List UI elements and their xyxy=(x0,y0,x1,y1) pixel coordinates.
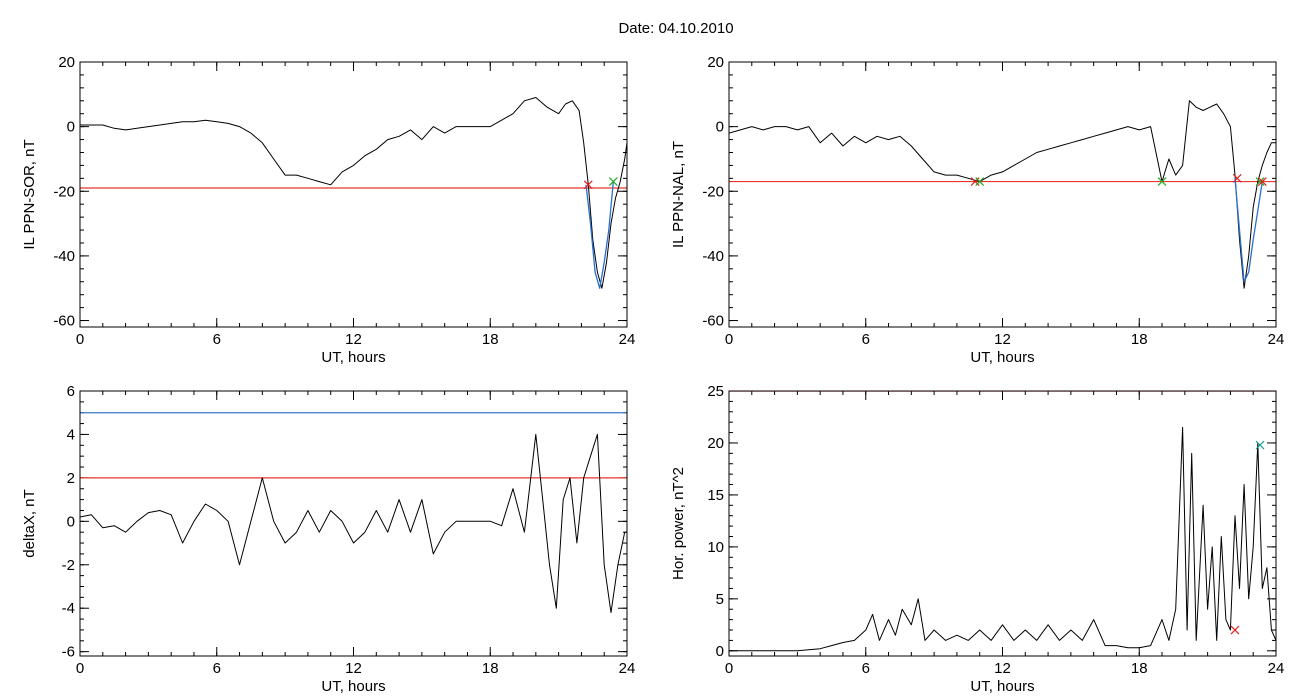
data-marker xyxy=(1255,177,1265,186)
series-line xyxy=(80,433,627,614)
marker-stroke xyxy=(1257,177,1267,186)
x-tick-label: 18 xyxy=(482,660,499,677)
y-tick-label: 6 xyxy=(67,383,75,400)
y-tick-label: -40 xyxy=(702,248,724,265)
x-tick-label: 12 xyxy=(345,331,362,348)
plot-content xyxy=(729,100,1276,289)
x-tick-label: 0 xyxy=(725,660,733,677)
x-tick-label: 0 xyxy=(725,331,733,348)
x-tick-label: 6 xyxy=(862,660,870,677)
marker-stroke xyxy=(1230,625,1240,635)
series-line-overlay xyxy=(585,181,614,289)
y-tick-label: 0 xyxy=(716,643,724,660)
y-axis-label: Hor. power, nT^2 xyxy=(670,467,687,580)
x-tick-label: 18 xyxy=(482,331,499,348)
series-line xyxy=(729,100,1276,289)
y-tick-label: -6 xyxy=(62,644,75,661)
marker-stroke xyxy=(583,180,593,190)
data-marker xyxy=(975,177,985,186)
x-axis-label: UT, hours xyxy=(321,349,385,366)
marker-stroke xyxy=(1255,177,1265,186)
marker-stroke xyxy=(1157,177,1167,186)
data-marker xyxy=(1230,625,1240,635)
marker-stroke xyxy=(1255,440,1265,450)
x-tick-label: 0 xyxy=(76,660,84,677)
chart-panel-bottom-right: 0 6 12 18 24 0 5 10 15 20 25 UT, hours Hor. power, n… xyxy=(670,383,1284,695)
x-tick-label: 6 xyxy=(862,331,870,348)
y-tick-label: 5 xyxy=(716,591,724,608)
y-tick-label: -60 xyxy=(53,313,75,330)
y-tick-label: 15 xyxy=(707,487,724,504)
data-marker xyxy=(608,177,618,186)
x-axis-label: UT, hours xyxy=(970,349,1034,366)
y-tick-label: -2 xyxy=(62,557,75,574)
x-tick-label: 12 xyxy=(994,331,1011,348)
figure-title: Date: 04.10.2010 xyxy=(618,20,733,37)
data-marker xyxy=(1255,440,1265,450)
y-tick-label: 20 xyxy=(707,435,724,452)
y-tick-label: 25 xyxy=(707,383,724,400)
plot-frame xyxy=(79,390,628,657)
x-tick-label: 24 xyxy=(1268,660,1285,677)
x-axis-label: UT, hours xyxy=(321,678,385,695)
data-marker xyxy=(1232,173,1242,183)
y-tick-label: -20 xyxy=(53,183,75,200)
plot-content xyxy=(80,412,627,614)
data-marker xyxy=(583,180,593,190)
plot-frame xyxy=(79,61,628,328)
y-tick-label: -40 xyxy=(53,248,75,265)
series-line-overlay xyxy=(1234,178,1263,283)
marker-stroke xyxy=(608,177,618,186)
marker-stroke xyxy=(1232,173,1242,183)
chart-panel-top-right: 0 6 12 18 24 -60 -40 -20 0 20 UT, hours IL PPN-NAL,… xyxy=(670,54,1284,366)
y-tick-label: 0 xyxy=(716,119,724,136)
x-tick-label: 0 xyxy=(76,331,84,348)
plot-content xyxy=(729,391,1276,652)
x-tick-label: 24 xyxy=(1268,331,1285,348)
plot-frame xyxy=(728,390,1277,657)
y-tick-label: 20 xyxy=(707,54,724,71)
marker-stroke xyxy=(975,177,985,186)
y-axis-label: IL PPN-NAL, nT xyxy=(670,141,687,248)
x-tick-label: 6 xyxy=(213,331,221,348)
y-tick-label: 4 xyxy=(67,426,75,443)
series-line xyxy=(729,426,1276,652)
plot-frame xyxy=(728,61,1277,328)
x-tick-label: 6 xyxy=(213,660,221,677)
x-tick-label: 24 xyxy=(619,331,636,348)
y-tick-label: -4 xyxy=(62,600,75,617)
data-marker xyxy=(1257,177,1267,186)
y-tick-label: 10 xyxy=(707,539,724,556)
y-tick-label: -20 xyxy=(702,183,724,200)
x-axis-label: UT, hours xyxy=(970,678,1034,695)
y-tick-label: -60 xyxy=(702,313,724,330)
y-tick-label: 0 xyxy=(67,119,75,136)
y-tick-label: 0 xyxy=(67,513,75,530)
y-tick-label: 2 xyxy=(67,470,75,487)
x-tick-label: 24 xyxy=(619,660,636,677)
plot-content xyxy=(80,97,627,289)
y-axis-label: deltaX, nT xyxy=(21,489,38,557)
x-tick-label: 18 xyxy=(1131,331,1148,348)
x-tick-label: 12 xyxy=(994,660,1011,677)
y-tick-label: 20 xyxy=(58,54,75,71)
data-marker xyxy=(1157,177,1167,186)
y-axis-label: IL PPN-SOR, nT xyxy=(21,139,38,249)
x-tick-label: 18 xyxy=(1131,660,1148,677)
chart-panel-top-left: 0 6 12 18 24 -60 -40 -20 0 20 UT, hours IL PPN-SOR,… xyxy=(21,54,635,366)
series-line xyxy=(80,97,627,289)
x-tick-label: 12 xyxy=(345,660,362,677)
